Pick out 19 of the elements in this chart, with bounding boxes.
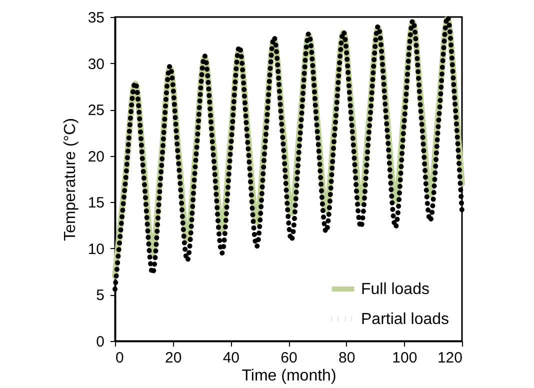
y-tick-label: 5 — [96, 287, 104, 304]
y-tick-label: 30 — [88, 56, 104, 73]
x-tick-label: 120 — [437, 350, 462, 366]
legend-label: Full loads — [361, 281, 430, 298]
y-tick-label: 15 — [88, 194, 104, 212]
y-tick-label: 25 — [88, 102, 104, 120]
y-tick-label: 35 — [88, 10, 104, 26]
x-tick-label: 40 — [222, 350, 240, 366]
y-tick-label: 0 — [96, 334, 104, 350]
y-axis-title: Temperature (°C) — [62, 118, 79, 241]
x-tick-label: 80 — [338, 350, 356, 366]
x-tick-label: 60 — [280, 350, 298, 366]
x-tick-label: 0 — [116, 350, 124, 366]
y-tick-label: 10 — [88, 240, 104, 258]
x-tick-label: 20 — [164, 350, 182, 366]
x-axis-title: Time (month) — [242, 368, 336, 384]
y-tick-label: 20 — [88, 148, 104, 166]
x-tick-label: 100 — [392, 350, 418, 366]
legend-label: Partial loads — [361, 311, 450, 328]
